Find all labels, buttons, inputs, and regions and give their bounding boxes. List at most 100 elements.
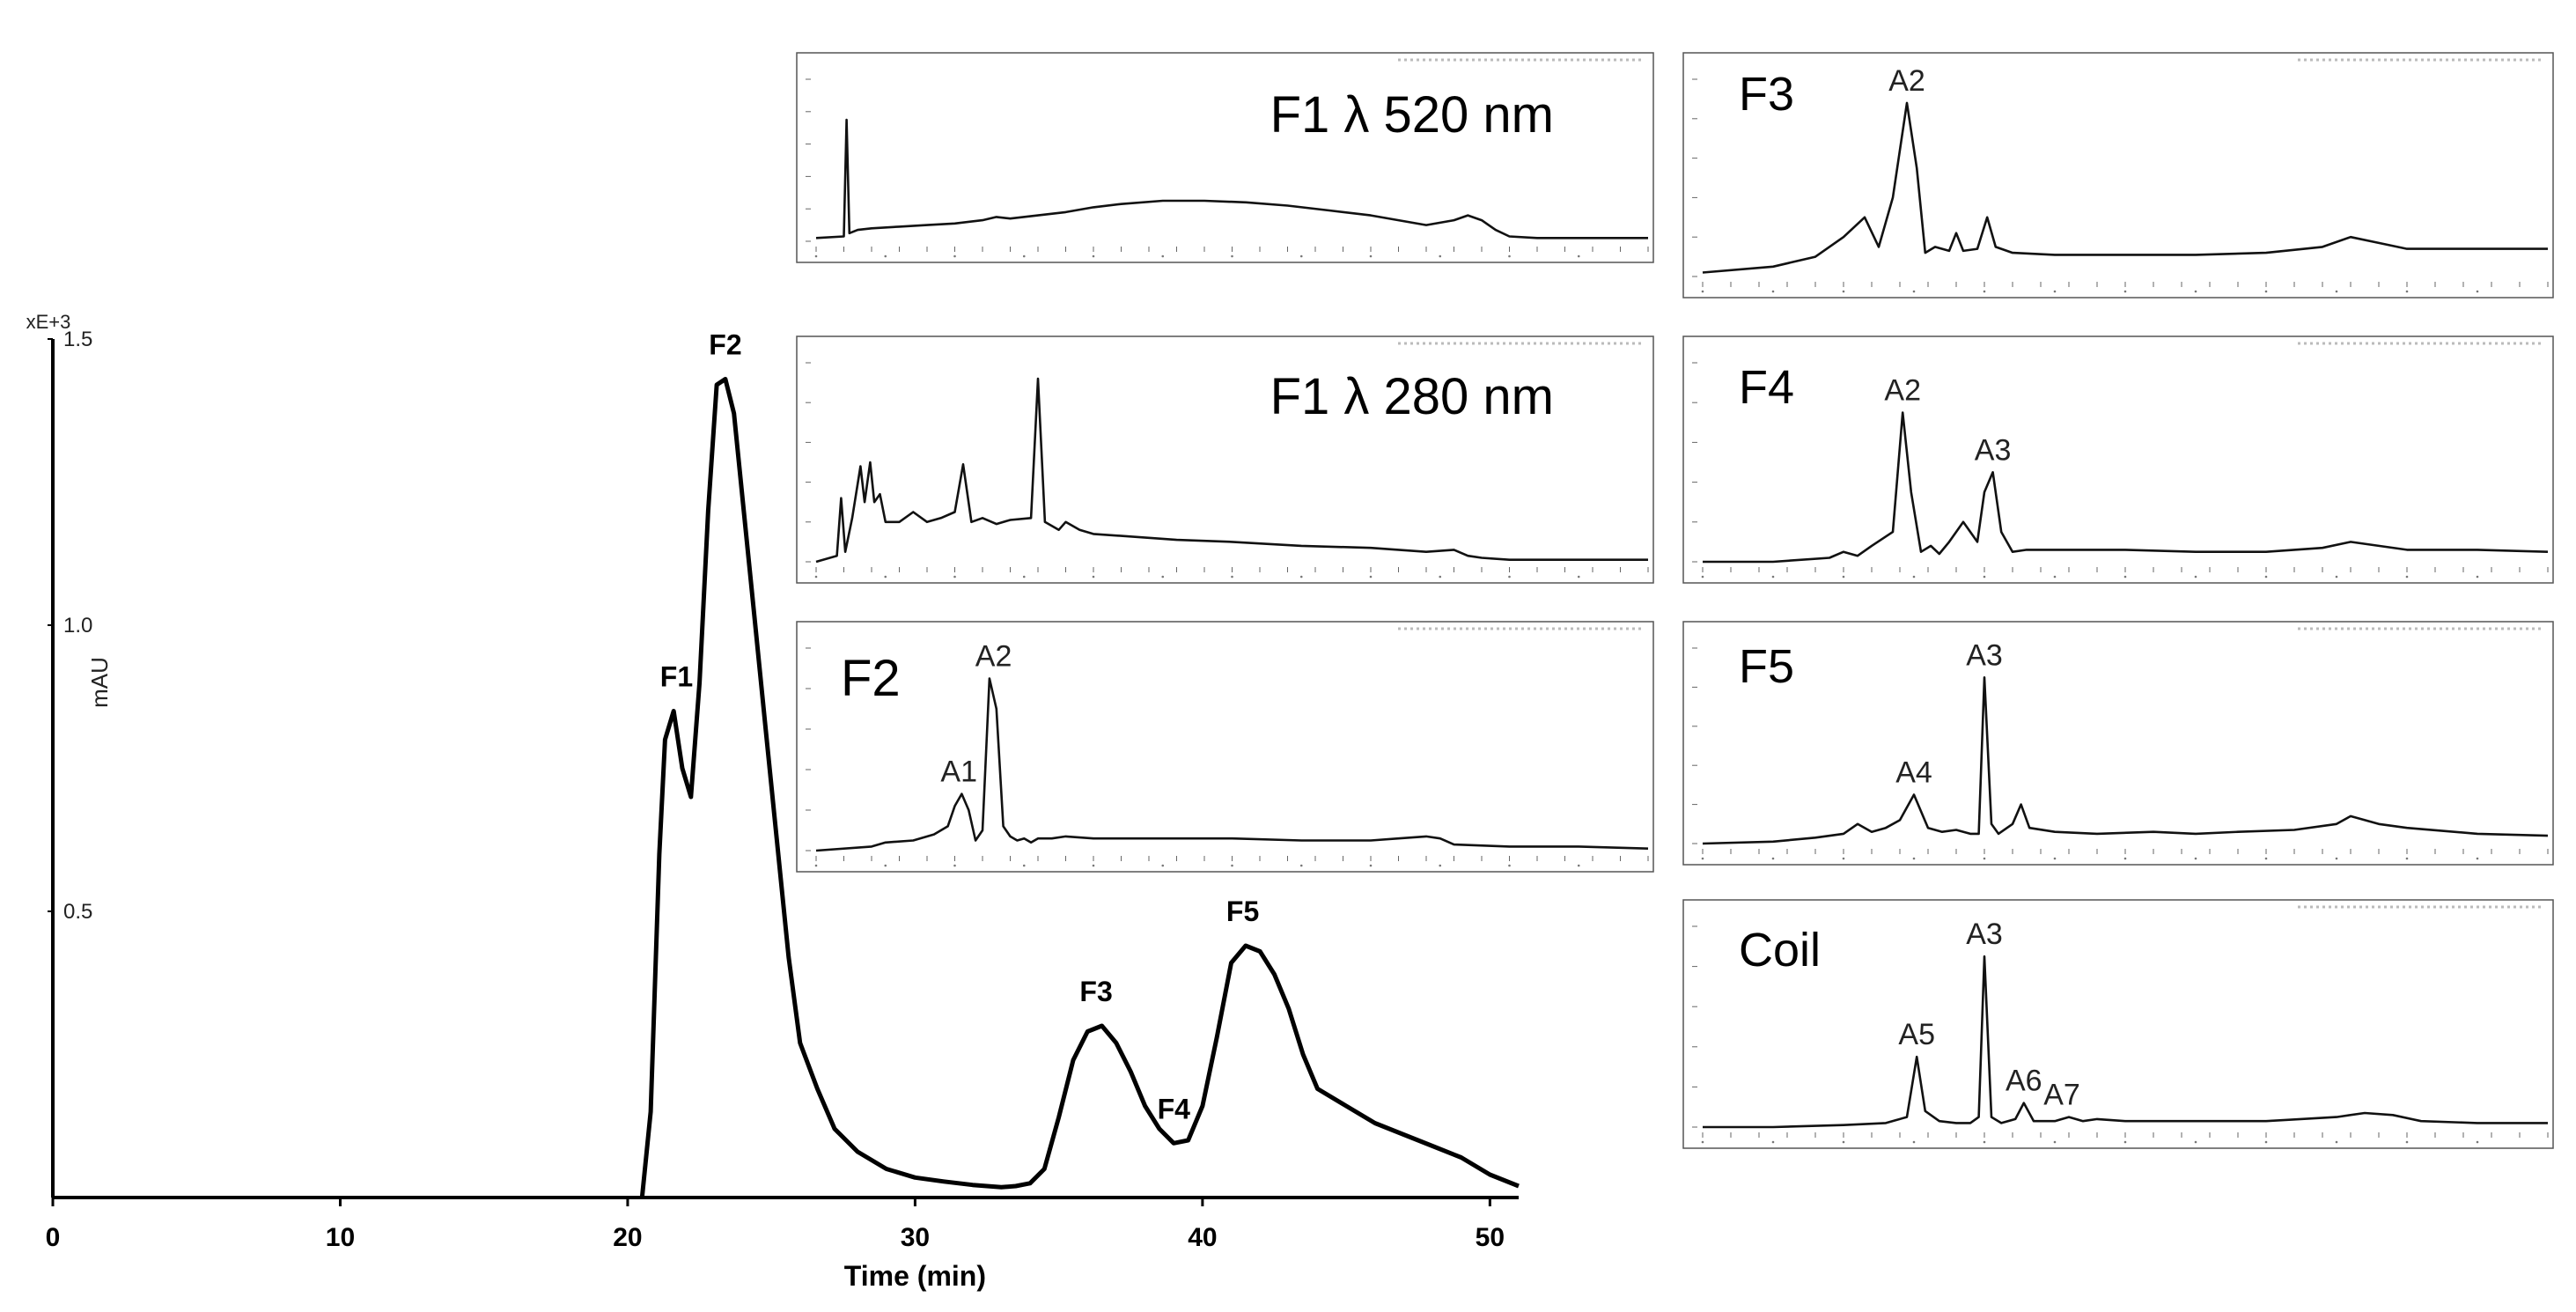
main-chart: 0 10 20 30 40 50 0.5 1.0 1.5xE+3 mAU Time (min) F1 F… bbox=[26, 311, 1520, 1292]
y-axis-label: mAU bbox=[86, 657, 113, 708]
panel-x-tick-dot bbox=[2335, 1140, 2338, 1144]
panel-title: F1 λ 280 nm bbox=[1270, 368, 1554, 425]
panel-x-tick-dot bbox=[1022, 864, 1026, 867]
panel-x-tick-dot bbox=[1842, 575, 1845, 579]
panel-x-tick-dot bbox=[1439, 254, 1442, 258]
panel-x-tick-dot bbox=[2264, 1140, 2268, 1144]
panel-title: F5 bbox=[1739, 640, 1794, 693]
panel-coil: Coil A3 A5 A6 A7 bbox=[1682, 899, 2554, 1149]
panel-x-tick-dot bbox=[2476, 1140, 2479, 1144]
panel-x-tick-dot bbox=[2476, 857, 2479, 860]
panel-frame bbox=[796, 621, 1654, 873]
panel-x-tick-dot bbox=[1771, 1140, 1775, 1144]
panel-x-tick-dot bbox=[1508, 575, 1511, 579]
panel-x-tick-dot bbox=[2476, 290, 2479, 293]
peak-label: F1 bbox=[660, 661, 693, 693]
panel-x-tick-dot bbox=[1022, 254, 1026, 258]
panel-x-tick-dot bbox=[2476, 575, 2479, 579]
panel-x-tick-dot bbox=[2053, 1140, 2057, 1144]
panel-x-tick-dot bbox=[2194, 290, 2197, 293]
panel-x-tick-dot bbox=[1299, 254, 1303, 258]
peak-label: A2 bbox=[1884, 374, 1921, 408]
panel-x-tick-dot bbox=[2405, 857, 2409, 860]
peak-label: F5 bbox=[1226, 896, 1259, 927]
panel-x-tick-dot bbox=[2405, 575, 2409, 579]
panel-x-tick-dot bbox=[1771, 575, 1775, 579]
panel-trace-line bbox=[1703, 955, 2548, 1129]
panel-x-tick-dot bbox=[1983, 290, 1986, 293]
panel-x-tick-dot bbox=[1912, 290, 1916, 293]
panel-x-tick-dot bbox=[2194, 575, 2197, 579]
panel-x-tick-dot bbox=[1508, 254, 1511, 258]
panel-x-tick-dot bbox=[1577, 575, 1580, 579]
panel-x-tick-dot bbox=[1842, 1140, 1845, 1144]
panel-x-tick-dot bbox=[1439, 575, 1442, 579]
panel-x-tick-dot bbox=[814, 864, 818, 867]
panel-x-tick-dot bbox=[1161, 254, 1165, 258]
panel-x-tick-dot bbox=[814, 254, 818, 258]
x-tick-label: 20 bbox=[613, 1223, 642, 1252]
peak-label: A1 bbox=[940, 756, 977, 789]
panel-trace-line bbox=[815, 677, 1649, 852]
panel-frame bbox=[1682, 621, 2554, 866]
peak-label: A3 bbox=[1966, 638, 2003, 672]
x-tick-label: 10 bbox=[326, 1223, 355, 1252]
panel-x-tick-dot bbox=[884, 864, 887, 867]
panel-x-tick-dot bbox=[814, 575, 818, 579]
panel-x-tick-dot bbox=[2335, 857, 2338, 860]
panel-x-tick-dot bbox=[2053, 575, 2057, 579]
peak-label: F3 bbox=[1079, 976, 1112, 1007]
panel-x-tick-dot bbox=[2264, 575, 2268, 579]
panel-x-tick-dot bbox=[2335, 575, 2338, 579]
panel-f2: F2 A1 A2 bbox=[796, 621, 1654, 873]
panel-f4: F4 A2 A3 bbox=[1682, 335, 2554, 584]
panel-x-tick-dot bbox=[2053, 857, 2057, 860]
panel-x-tick-dot bbox=[1161, 575, 1165, 579]
panel-x-tick-dot bbox=[2405, 1140, 2409, 1144]
peak-label: A7 bbox=[2043, 1079, 2080, 1112]
panel-x-tick-dot bbox=[1369, 254, 1373, 258]
panel-x-tick-dot bbox=[1577, 864, 1580, 867]
panel-f1-280: F1 λ 280 nm bbox=[796, 335, 1654, 584]
panel-frame bbox=[796, 52, 1654, 263]
panel-x-tick-dot bbox=[953, 575, 956, 579]
x-tick-label: 50 bbox=[1476, 1223, 1505, 1252]
panel-x-tick-dot bbox=[1842, 857, 1845, 860]
panel-x-tick-dot bbox=[1439, 864, 1442, 867]
panel-x-tick-dot bbox=[1161, 864, 1165, 867]
panel-frame bbox=[1682, 899, 2554, 1149]
panel-x-tick-dot bbox=[2123, 290, 2127, 293]
panel-x-tick-dot bbox=[884, 575, 887, 579]
main-trace-line bbox=[639, 377, 1520, 1198]
panel-x-tick-dot bbox=[1983, 575, 1986, 579]
panel-x-tick-dot bbox=[2264, 290, 2268, 293]
panel-x-tick-dot bbox=[2123, 575, 2127, 579]
panel-trace-line bbox=[1702, 101, 2548, 274]
panel-trace-line bbox=[1702, 676, 2549, 845]
panel-x-tick-dot bbox=[1369, 575, 1373, 579]
panel-x-tick-dot bbox=[1701, 290, 1704, 293]
panel-x-tick-dot bbox=[1092, 864, 1095, 867]
panel-x-tick-dot bbox=[1701, 1140, 1704, 1144]
panel-x-tick-dot bbox=[1022, 575, 1026, 579]
panel-x-tick-dot bbox=[1299, 864, 1303, 867]
panel-f3: F3 A2 bbox=[1682, 52, 2554, 299]
panel-x-tick-dot bbox=[1701, 575, 1704, 579]
panel-x-tick-dot bbox=[2053, 290, 2057, 293]
panel-frame bbox=[1682, 52, 2554, 299]
panel-x-tick-dot bbox=[2194, 857, 2197, 860]
panel-x-tick-dot bbox=[1983, 857, 1986, 860]
panel-x-tick-dot bbox=[2123, 857, 2127, 860]
y-tick-label: 1.5 bbox=[63, 328, 92, 351]
panel-x-tick-dot bbox=[1842, 290, 1845, 293]
peak-label: A5 bbox=[1898, 1018, 1935, 1051]
panel-f1-520: F1 λ 520 nm bbox=[796, 52, 1654, 263]
panel-title: Coil bbox=[1739, 924, 1821, 977]
panel-x-tick-dot bbox=[1912, 1140, 1916, 1144]
y-multiplier-label: xE+3 bbox=[26, 311, 71, 333]
panel-x-tick-dot bbox=[884, 254, 887, 258]
panel-x-tick-dot bbox=[1092, 575, 1095, 579]
panel-trace-line bbox=[815, 118, 1648, 240]
panel-x-tick-dot bbox=[1231, 864, 1233, 867]
panel-x-tick-dot bbox=[1231, 254, 1233, 258]
